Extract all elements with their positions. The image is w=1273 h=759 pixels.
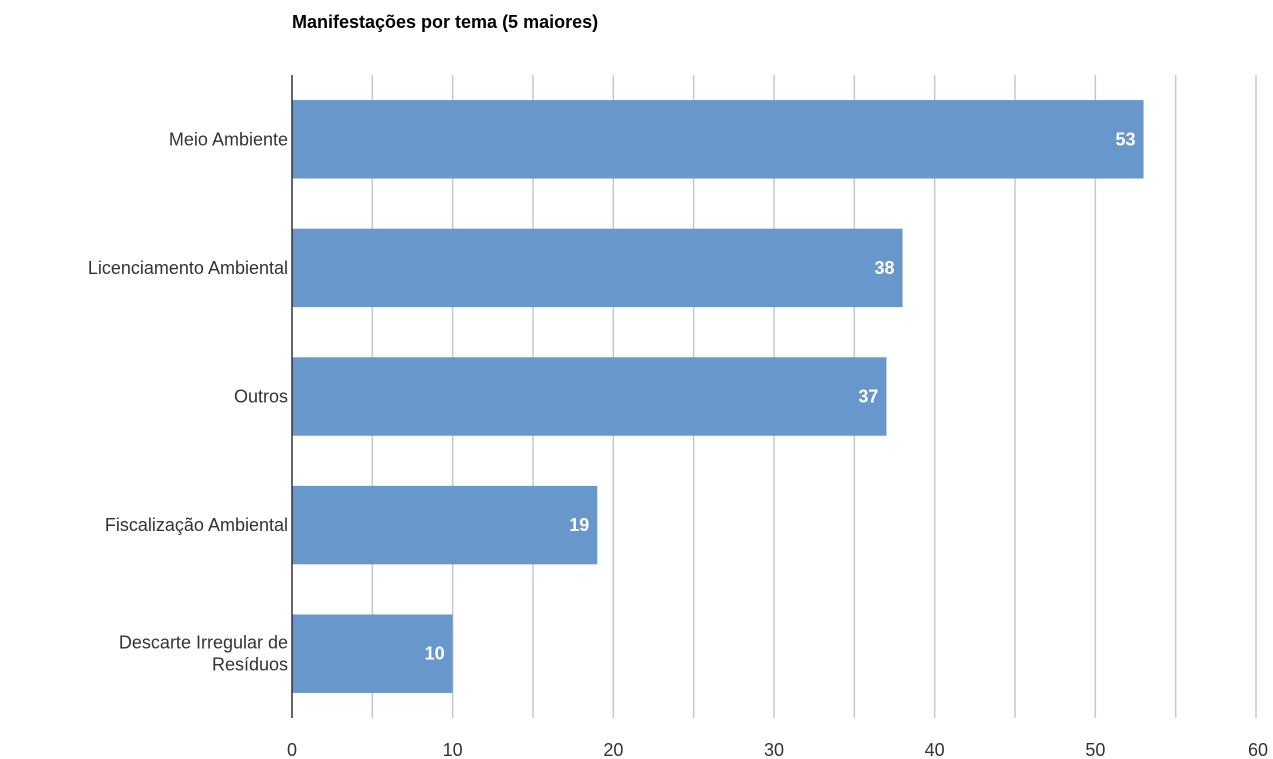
x-tick-label: 10 <box>443 740 463 759</box>
category-label: Licenciamento Ambiental <box>88 258 288 278</box>
category-label: Outros <box>234 387 288 407</box>
data-label: 10 <box>425 644 445 664</box>
data-label: 53 <box>1116 129 1136 149</box>
x-tick-label: 60 <box>1248 740 1268 759</box>
chart-title: Manifestações por tema (5 maiores) <box>292 12 599 32</box>
x-tick-label: 30 <box>764 740 784 759</box>
bar <box>292 228 903 308</box>
bar <box>292 357 887 436</box>
x-tick-label: 20 <box>603 740 623 759</box>
bar <box>292 614 453 693</box>
data-label: 37 <box>858 387 878 407</box>
category-label: Descarte Irregular de Resíduos <box>119 633 288 675</box>
bar <box>292 100 1144 179</box>
bar <box>292 485 598 565</box>
x-tick-label: 50 <box>1085 740 1105 759</box>
x-tick-label: 40 <box>925 740 945 759</box>
data-label: 38 <box>875 258 895 278</box>
x-tick-label: 0 <box>287 740 297 759</box>
data-label: 19 <box>569 515 589 535</box>
category-label: Meio Ambiente <box>169 129 288 149</box>
category-label: Fiscalização Ambiental <box>105 515 288 535</box>
